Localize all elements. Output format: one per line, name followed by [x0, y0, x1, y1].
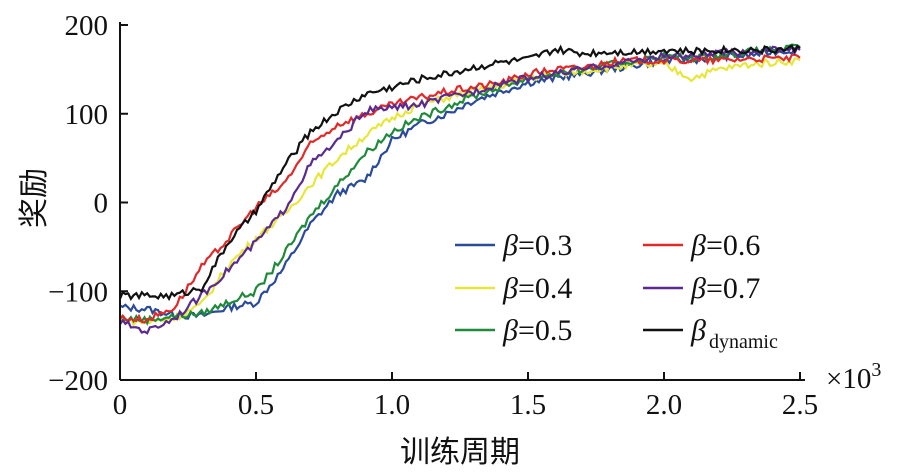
x-tick-label: 2.0: [646, 389, 682, 421]
legend-item: β=0.7: [643, 272, 760, 305]
x-tick-label: 2.5: [782, 389, 818, 421]
legend-item: β=0.3: [455, 229, 572, 262]
series-line-4: [119, 44, 801, 335]
y-tick-label: −200: [48, 365, 108, 397]
y-tick-label: 200: [65, 10, 109, 42]
legend-item: β=0.6: [643, 229, 760, 262]
series-line-0: [119, 46, 801, 320]
x-tick-label: 0: [113, 389, 128, 421]
series-line-3: [119, 53, 801, 324]
y-tick-label: 0: [94, 188, 109, 220]
x-axis-label: 训练周期: [400, 436, 520, 469]
legend-item: β=0.4: [455, 272, 572, 305]
series-lines: [118, 43, 801, 335]
y-axis-label: 奖励: [18, 168, 51, 228]
legend-label: β=0.6: [690, 229, 760, 262]
legend-item: β=0.5: [455, 314, 572, 347]
series-line-1: [119, 57, 801, 328]
legend-label: β dynamic: [690, 314, 778, 353]
legend-label: β=0.7: [690, 272, 760, 305]
y-tick-label: 100: [65, 99, 109, 131]
legend-label: β=0.3: [502, 229, 572, 262]
y-tick-label: −100: [48, 276, 108, 308]
x-multiplier: ×103: [826, 359, 881, 395]
x-tick-label: 1.5: [510, 389, 546, 421]
legend: β=0.3 β=0.4 β=0.5 β=0.6 β=0.7 β dynamic: [455, 229, 778, 353]
legend-label: β=0.5: [502, 314, 572, 347]
legend-item: β dynamic: [643, 314, 778, 353]
series-line-5: [118, 44, 801, 302]
x-tick-label: 1.0: [374, 389, 410, 421]
axes: [119, 22, 805, 381]
x-tick-label: 0.5: [238, 389, 274, 421]
ticks: 0 0.5 1.0 1.5 2.0 2.5 200 100 0 −100 −200: [48, 10, 818, 421]
legend-label: β=0.4: [502, 272, 572, 305]
